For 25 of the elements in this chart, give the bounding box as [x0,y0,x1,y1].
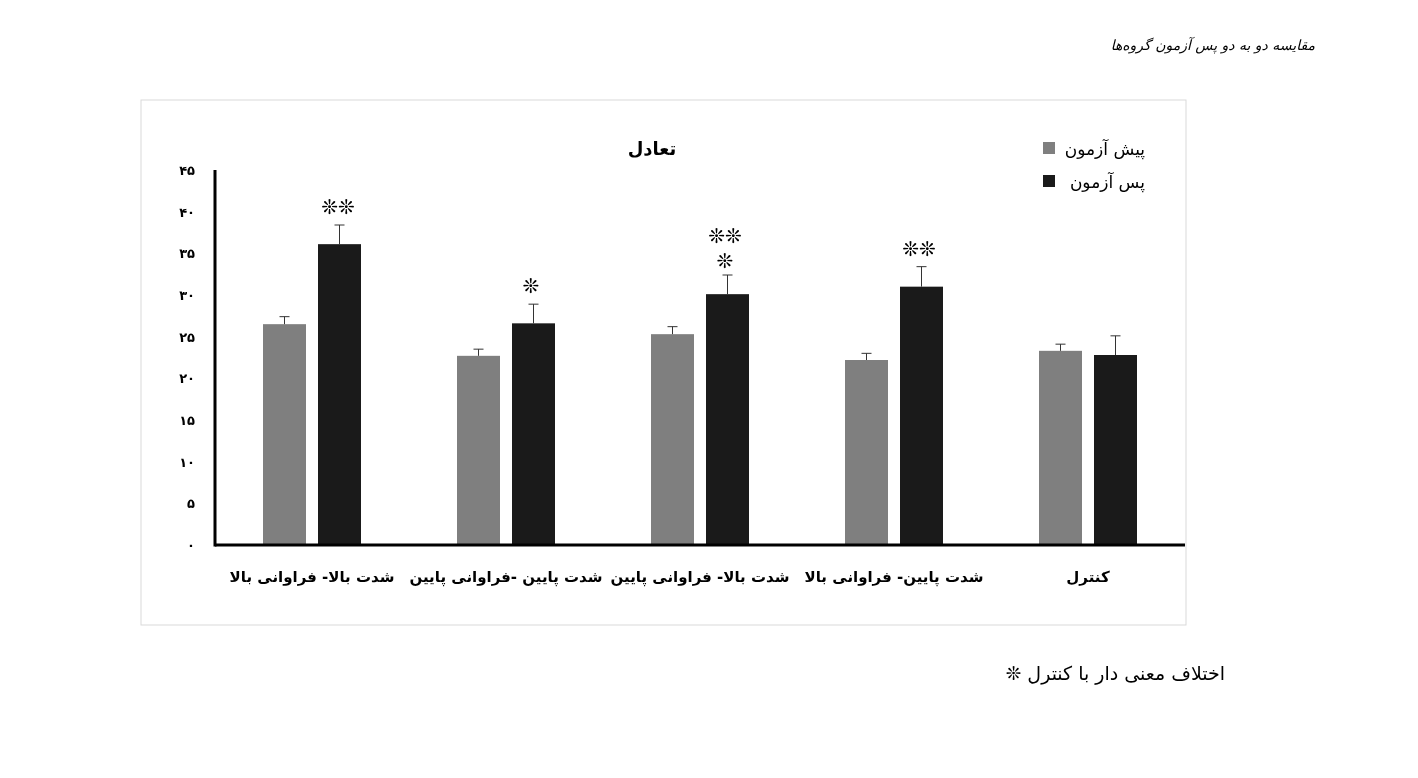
annotation: ❊ [716,249,734,273]
legend-label: پیش آزمون [1064,138,1146,160]
y-tick-label: ۳۵ [179,246,196,262]
y-tick-label: ۴۵ [179,163,196,178]
x-tick-label: شدت پایین -فراوانی پایین [409,568,603,587]
y-tick-label: ۱۵ [179,413,196,428]
y-tick-label: ۲۰ [179,371,195,387]
annotation: ❊❊ [902,237,936,261]
legend-label: پس آزمون [1069,171,1146,193]
annotation: ❊❊ [321,195,355,219]
x-tick-label: شدت بالا- فراوانی پایین [610,568,790,587]
x-tick-label: شدت بالا- فراوانی بالا [229,568,395,586]
annotation: ❊ [522,274,540,298]
x-tick-label: کنترل [1066,568,1110,586]
chart-title: تعادل [627,138,677,159]
x-tick-label: شدت پایین- فراوانی بالا [804,568,984,587]
y-tick-label: ۱۰ [179,454,195,470]
y-tick-label: ۴۰ [179,204,195,220]
text: ❊ اختلاف معنی دار با کنترل [1005,662,1225,685]
annotation: ❊❊ [708,224,742,248]
text: مقایسه دو به دو پس آزمون گروه‌ها [1110,36,1316,54]
y-tick-label: ۰ [187,538,195,553]
y-tick-label: ۵ [187,496,196,512]
y-tick-label: ۳۰ [179,288,195,303]
y-tick-label: ۲۵ [179,329,196,345]
